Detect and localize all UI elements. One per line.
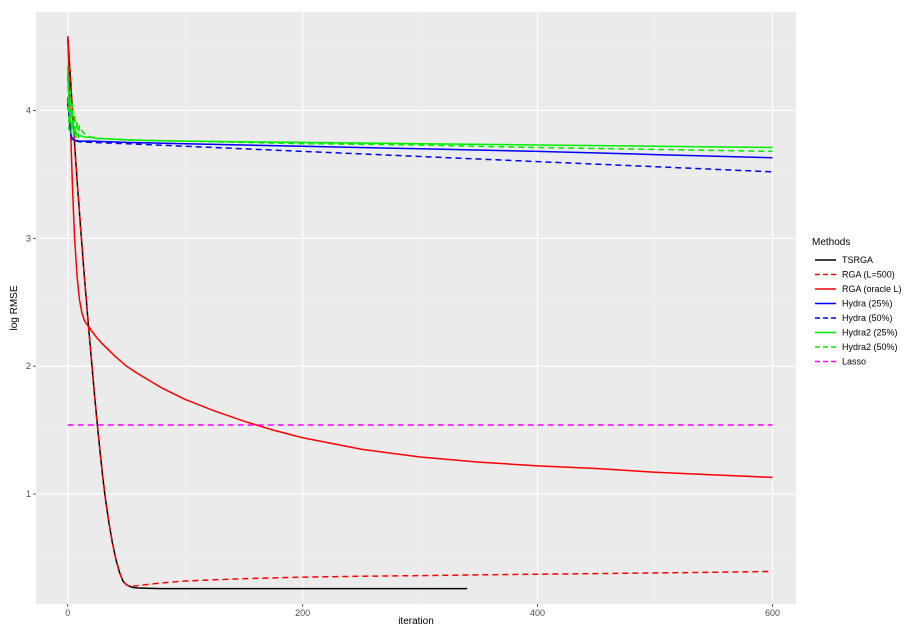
x-tick-label: 200: [295, 608, 310, 618]
x-tick-label: 600: [765, 608, 780, 618]
legend-label-hydra2-50: Hydra2 (50%): [842, 342, 898, 352]
series-line-hydra2-50: [66, 65, 773, 153]
legend-label-hydra-25: Hydra (25%): [842, 299, 893, 309]
x-axis: 0 200 400 600: [65, 604, 780, 618]
x-tick-label: 400: [530, 608, 545, 618]
y-tick-label: 3: [26, 233, 31, 243]
series-line-rga-l-500: [66, 36, 773, 587]
legend-label-tsrga: TSRGA: [842, 255, 873, 265]
plot-panel: [36, 12, 796, 604]
legend-label-hydra2-25: Hydra2 (25%): [842, 328, 898, 338]
y-tick-label: 1: [26, 489, 31, 499]
grid: [36, 12, 796, 604]
series-line-rga-oracle-l: [66, 36, 773, 479]
y-tick-label: 4: [26, 105, 31, 115]
legend: Methods TSRGA RGA (L=500) RGA (oracle L) Hy…: [812, 237, 902, 367]
legend-label-lasso: Lasso: [842, 357, 866, 367]
series-line-hydra-50: [66, 103, 773, 173]
series-layer: [66, 36, 773, 590]
x-tick-label: 0: [65, 608, 70, 618]
y-axis: 1 2 3 4: [26, 105, 36, 499]
legend-label-rga-oracle-l: RGA (oracle L): [842, 284, 902, 294]
legend-title: Methods: [812, 237, 850, 248]
legend-label-hydra-50: Hydra (50%): [842, 313, 893, 323]
y-tick-label: 2: [26, 361, 31, 371]
y-axis-title: log RMSE: [9, 285, 20, 330]
legend-label-rga-l-500: RGA (L=500): [842, 270, 895, 280]
x-axis-title: iteration: [398, 616, 434, 627]
